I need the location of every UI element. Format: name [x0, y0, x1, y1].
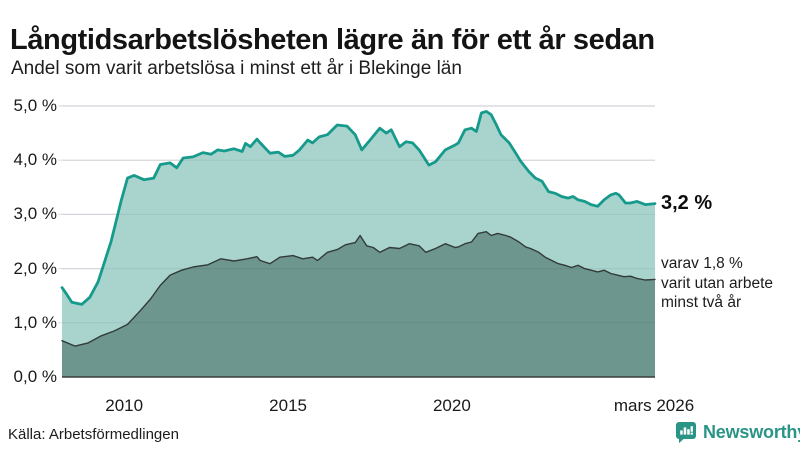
y-tick-label: 5,0 %: [13, 96, 57, 115]
y-tick-label: 4,0 %: [13, 150, 57, 170]
series-annotation-note: varav 1,8 % varit utan arbete minst två …: [661, 254, 799, 313]
y-axis-labels: 0,0 % 1,0 % 2,0 % 3,0 % 4,0 % 5,0 %: [0, 0, 57, 450]
chart-subtitle: Andel som varit arbetslösa i minst ett å…: [11, 58, 462, 79]
y-tick-label: 0,0 %: [13, 367, 57, 386]
x-tick-label: 2015: [269, 396, 308, 415]
newsworthy-logo: Newsworthy: [675, 420, 800, 444]
area-fill-1: [62, 231, 655, 377]
y-tick-label: 3,0 %: [13, 204, 57, 224]
x-tick-label: 2010: [105, 396, 144, 415]
newsworthy-speech-bubble-bar-chart-icon: [676, 422, 696, 443]
page-title: Långtidsarbetslösheten lägre än för ett …: [10, 24, 655, 57]
annotation-line-1: varav 1,8 %: [661, 255, 743, 272]
series-end-value-label: 3,2 %: [661, 192, 713, 214]
source-credit: Källa: Arbetsförmedlingen: [8, 426, 179, 443]
y-tick-label: 1,0 %: [13, 312, 57, 332]
series-line-0: [60, 110, 657, 306]
x-tick-label: 2020: [432, 396, 471, 415]
x-axis-labels: 2010 2015 2020 mars 2026: [0, 396, 800, 420]
x-tick-label: mars 2026: [613, 396, 695, 415]
annotation-line-3: minst två år: [661, 294, 742, 311]
newsworthy-wordmark: Newsworthy: [703, 421, 800, 442]
annotation-line-2: varit utan arbete: [661, 274, 774, 292]
y-tick-label: 2,0 %: [13, 258, 57, 278]
series-line-1: [61, 231, 656, 347]
